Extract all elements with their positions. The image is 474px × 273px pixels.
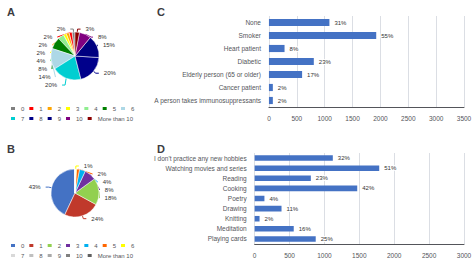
svg-text:25%: 25% (321, 236, 334, 242)
svg-text:Reading: Reading (222, 175, 247, 183)
svg-text:2%: 2% (36, 50, 45, 56)
svg-text:More than 10: More than 10 (98, 253, 134, 259)
svg-text:Cooking: Cooking (223, 185, 247, 193)
svg-text:7: 7 (21, 116, 25, 122)
svg-text:Cancer patient: Cancer patient (219, 84, 261, 92)
svg-text:10: 10 (76, 253, 83, 259)
svg-text:Heart patient: Heart patient (224, 45, 261, 53)
svg-text:2%: 2% (278, 98, 287, 104)
svg-text:A: A (7, 6, 15, 18)
svg-text:Knitting: Knitting (225, 215, 247, 223)
svg-text:8%: 8% (38, 66, 47, 72)
svg-text:0: 0 (267, 115, 271, 122)
svg-text:7: 7 (21, 253, 25, 259)
svg-text:1500: 1500 (352, 252, 367, 259)
svg-text:2%: 2% (39, 42, 48, 48)
svg-text:55%: 55% (381, 33, 394, 39)
svg-text:Playing cards: Playing cards (208, 235, 248, 243)
svg-text:17%: 17% (307, 72, 320, 78)
svg-text:Diabetic: Diabetic (237, 58, 261, 65)
svg-text:8%: 8% (105, 187, 114, 193)
svg-text:4%: 4% (103, 179, 112, 185)
svg-text:8%: 8% (98, 34, 107, 40)
svg-text:5: 5 (113, 106, 117, 112)
svg-text:1: 1 (39, 106, 43, 112)
svg-text:8: 8 (39, 253, 43, 259)
svg-text:0: 0 (253, 252, 257, 259)
svg-text:2%: 2% (44, 34, 53, 40)
svg-text:16%: 16% (299, 226, 312, 232)
svg-text:8%: 8% (290, 46, 299, 52)
svg-text:More than 10: More than 10 (98, 116, 134, 122)
svg-text:3000: 3000 (457, 252, 472, 259)
svg-text:A person takes immunosuppressa: A person takes immunosuppressants (154, 97, 261, 105)
svg-text:4%: 4% (37, 58, 46, 64)
svg-text:2000: 2000 (387, 252, 402, 259)
svg-text:2%: 2% (278, 85, 287, 91)
svg-text:51%: 51% (384, 165, 397, 171)
svg-text:2%: 2% (265, 216, 274, 222)
svg-text:4%: 4% (269, 196, 278, 202)
svg-text:42%: 42% (362, 185, 375, 191)
svg-text:10: 10 (76, 116, 83, 122)
svg-text:8: 8 (39, 116, 43, 122)
svg-text:0: 0 (21, 243, 25, 249)
svg-text:3: 3 (76, 106, 80, 112)
svg-text:1%: 1% (84, 163, 93, 169)
svg-text:2: 2 (58, 243, 62, 249)
svg-text:None: None (245, 19, 261, 26)
svg-text:6: 6 (131, 106, 135, 112)
svg-text:5: 5 (113, 243, 117, 249)
svg-text:14%: 14% (38, 74, 51, 80)
svg-text:3500: 3500 (457, 115, 472, 122)
svg-text:Drawing: Drawing (223, 205, 247, 213)
svg-text:20%: 20% (104, 70, 117, 76)
svg-text:2: 2 (58, 106, 62, 112)
svg-text:4: 4 (94, 243, 98, 249)
svg-text:2500: 2500 (422, 252, 437, 259)
svg-text:9: 9 (58, 116, 62, 122)
svg-text:3: 3 (76, 243, 80, 249)
svg-text:4: 4 (94, 106, 98, 112)
svg-text:23%: 23% (319, 59, 332, 65)
svg-text:I don't practice any new hobbi: I don't practice any new hobbies (154, 155, 247, 163)
svg-text:0: 0 (21, 106, 25, 112)
svg-text:500: 500 (291, 115, 302, 122)
svg-text:11%: 11% (287, 206, 299, 212)
svg-text:Poetry: Poetry (228, 195, 248, 203)
svg-text:Meditation: Meditation (217, 225, 247, 232)
svg-text:15%: 15% (103, 42, 116, 48)
svg-text:2000: 2000 (373, 115, 388, 122)
svg-text:3%: 3% (86, 26, 95, 32)
svg-text:1000: 1000 (317, 115, 332, 122)
svg-text:6: 6 (131, 243, 135, 249)
svg-text:B: B (7, 143, 15, 155)
svg-text:1: 1 (39, 243, 43, 249)
svg-text:2%: 2% (57, 26, 66, 32)
svg-text:18%: 18% (105, 195, 118, 201)
svg-text:20%: 20% (45, 82, 58, 88)
svg-text:3000: 3000 (429, 115, 444, 122)
svg-text:D: D (157, 143, 165, 155)
svg-text:31%: 31% (334, 20, 347, 26)
svg-text:9: 9 (58, 253, 62, 259)
svg-text:43%: 43% (29, 184, 42, 190)
svg-text:Smoker: Smoker (239, 32, 262, 39)
svg-text:32%: 32% (338, 155, 351, 161)
svg-text:C: C (157, 6, 165, 18)
svg-text:Elderly person (65 or older): Elderly person (65 or older) (182, 71, 261, 79)
svg-text:2%: 2% (98, 171, 107, 177)
svg-text:2500: 2500 (401, 115, 416, 122)
svg-text:1500: 1500 (345, 115, 360, 122)
svg-text:23%: 23% (316, 175, 329, 181)
svg-text:24%: 24% (91, 216, 104, 222)
svg-text:500: 500 (284, 252, 295, 259)
svg-text:Watching movies and series: Watching movies and series (166, 165, 248, 173)
svg-text:1000: 1000 (317, 252, 332, 259)
